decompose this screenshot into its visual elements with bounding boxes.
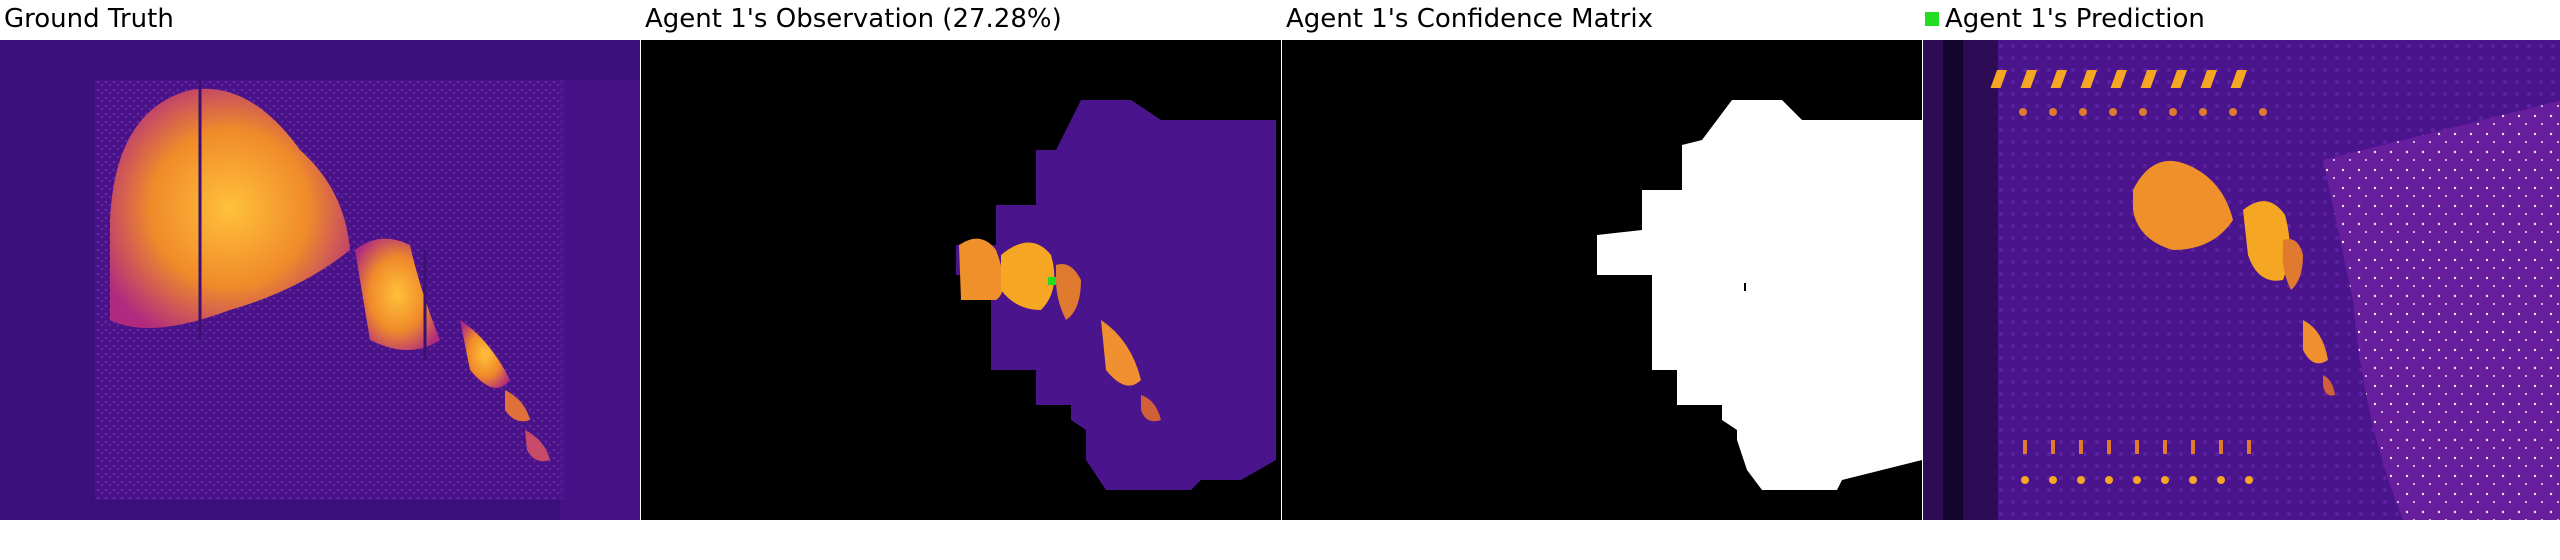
ground-truth-title: Ground Truth [4,4,174,34]
agent-legend-swatch [1925,12,1939,26]
prediction-map [1923,40,2560,520]
observation-map [641,40,1281,520]
ground-truth-panel [0,40,640,520]
confidence-map [1282,40,1922,520]
observation-title: Agent 1's Observation (27.28%) [645,4,1062,34]
confidence-title: Agent 1's Confidence Matrix [1286,4,1654,34]
agent-marker [1048,277,1056,285]
observation-panel [641,40,1281,520]
ground-truth-heatmap [0,40,640,520]
confidence-panel [1282,40,1922,520]
prediction-panel [1923,40,2560,520]
prediction-title: Agent 1's Prediction [1945,4,2205,34]
